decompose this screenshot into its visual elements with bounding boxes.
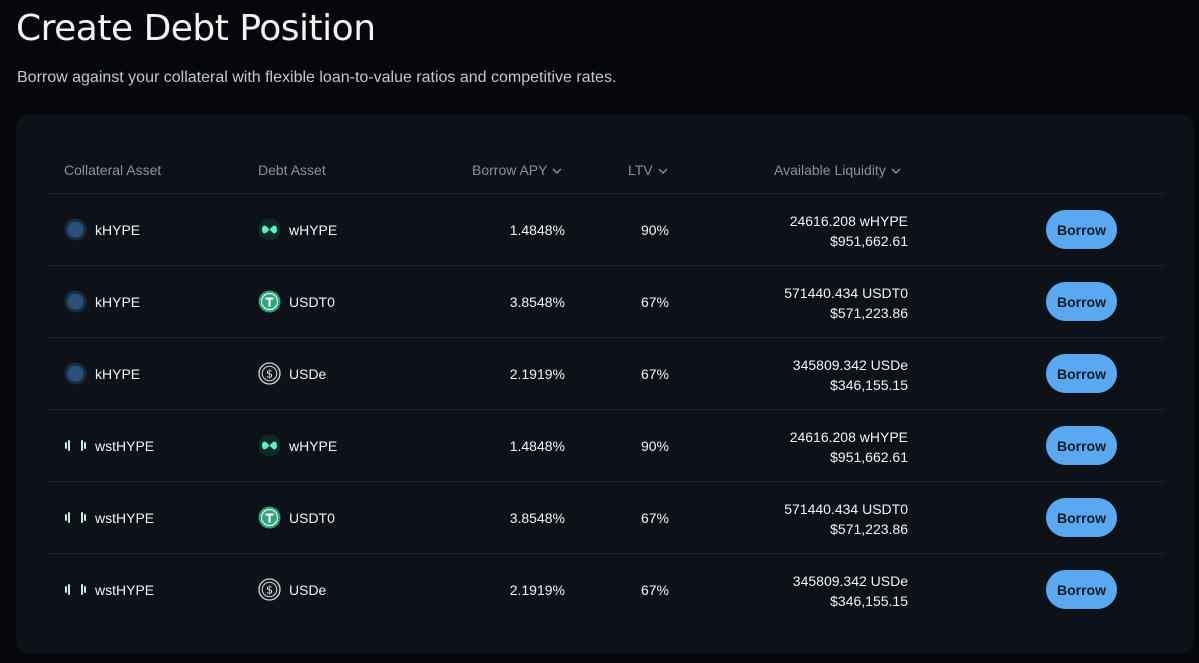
header-ltv-label: LTV: [628, 162, 653, 178]
borrow-apy-value: 3.8548%: [509, 510, 565, 526]
debt-asset-cell: wHYPE: [258, 218, 337, 241]
collateral-asset-name: wstHYPE: [95, 509, 155, 526]
table-row: wstHYPE $ USDe 2.1919% 67% 345809.342 US…: [48, 554, 1164, 625]
wsthype-icon: [64, 578, 87, 601]
borrow-button[interactable]: Borrow: [1046, 210, 1117, 249]
ltv-value: 67%: [640, 582, 669, 598]
collateral-asset-name: kHYPE: [95, 365, 141, 382]
borrow-button[interactable]: Borrow: [1046, 426, 1117, 465]
borrow-button[interactable]: Borrow: [1046, 282, 1117, 321]
header-debt-asset: Debt Asset: [258, 162, 326, 178]
collateral-asset-cell: wstHYPE: [64, 578, 154, 601]
debt-asset-cell: $ USDe: [258, 362, 326, 385]
borrow-apy-value: 1.4848%: [509, 222, 565, 238]
liquidity-usd: $571,223.86: [830, 305, 908, 321]
ltv-value: 67%: [640, 366, 669, 382]
header-collateral-asset: Collateral Asset: [64, 162, 162, 178]
positions-card: Collateral Asset Debt Asset Borrow APY L…: [16, 114, 1194, 654]
ltv-value: 90%: [640, 438, 669, 454]
liquidity-usd: $571,223.86: [830, 521, 908, 537]
header-ltv-sort[interactable]: LTV: [628, 162, 668, 178]
whype-icon: [258, 434, 281, 457]
liquidity-amount: 571440.434 USDT0: [784, 285, 908, 301]
whype-icon: [258, 218, 281, 241]
positions-table: Collateral Asset Debt Asset Borrow APY L…: [48, 149, 1164, 625]
ltv-value: 67%: [640, 294, 669, 310]
borrow-button[interactable]: Borrow: [1046, 570, 1117, 609]
header-available-liquidity-label: Available Liquidity: [774, 162, 886, 178]
page-subtitle: Borrow against your collateral with flex…: [17, 69, 617, 86]
usde-icon: $: [258, 362, 281, 385]
liquidity-amount: 345809.342 USDe: [792, 573, 908, 589]
collateral-asset-cell: kHYPE: [64, 290, 140, 313]
usdt0-icon: [258, 290, 281, 313]
usdt0-icon: [258, 506, 281, 529]
borrow-button[interactable]: Borrow: [1046, 498, 1117, 537]
table-row: kHYPE USDT0 3.8548% 67% 571440.434 USDT0…: [48, 266, 1164, 338]
table-row: wstHYPE wHYPE 1.4848% 90% 24616.208 wHYP…: [48, 410, 1164, 482]
chevron-down-icon: [552, 168, 562, 175]
khype-icon: [64, 290, 87, 313]
liquidity-usd: $951,662.61: [830, 449, 908, 465]
debt-asset-name: USDe: [289, 581, 327, 598]
liquidity-amount: 24616.208 wHYPE: [789, 429, 908, 445]
liquidity-amount: 345809.342 USDe: [792, 357, 908, 373]
svg-text:$: $: [266, 584, 273, 597]
collateral-asset-name: wstHYPE: [95, 437, 155, 454]
borrow-button[interactable]: Borrow: [1046, 354, 1117, 393]
chevron-down-icon: [891, 168, 901, 175]
liquidity-usd: $346,155.15: [830, 593, 908, 609]
borrow-apy-value: 2.1919%: [509, 582, 565, 598]
header-borrow-apy-sort[interactable]: Borrow APY: [472, 162, 562, 178]
usde-icon: $: [258, 578, 281, 601]
liquidity-usd: $346,155.15: [830, 377, 908, 393]
header-borrow-apy-label: Borrow APY: [472, 162, 548, 178]
debt-asset-name: wHYPE: [289, 221, 338, 238]
available-liquidity-cell: 571440.434 USDT0 $571,223.86: [784, 499, 908, 539]
debt-asset-cell: USDT0: [258, 290, 335, 313]
khype-icon: [64, 362, 87, 385]
borrow-apy-value: 1.4848%: [509, 438, 565, 454]
table-header: Collateral Asset Debt Asset Borrow APY L…: [48, 149, 1164, 194]
debt-asset-name: USDe: [289, 365, 327, 382]
liquidity-amount: 571440.434 USDT0: [784, 501, 908, 517]
wsthype-icon: [64, 506, 87, 529]
khype-icon: [64, 218, 87, 241]
borrow-apy-value: 3.8548%: [509, 294, 565, 310]
collateral-asset-name: wstHYPE: [95, 581, 155, 598]
collateral-asset-cell: wstHYPE: [64, 434, 154, 457]
collateral-asset-cell: wstHYPE: [64, 506, 154, 529]
table-body: kHYPE wHYPE 1.4848% 90% 24616.208 wHYPE …: [48, 194, 1164, 625]
debt-asset-cell: USDT0: [258, 506, 335, 529]
header-available-liquidity-sort[interactable]: Available Liquidity: [774, 162, 901, 178]
collateral-asset-cell: kHYPE: [64, 218, 140, 241]
liquidity-usd: $951,662.61: [830, 233, 908, 249]
available-liquidity-cell: 24616.208 wHYPE $951,662.61: [790, 427, 908, 467]
svg-text:$: $: [266, 368, 273, 381]
table-row: wstHYPE USDT0 3.8548% 67% 571440.434 USD…: [48, 482, 1164, 554]
available-liquidity-cell: 571440.434 USDT0 $571,223.86: [784, 283, 908, 323]
wsthype-icon: [64, 434, 87, 457]
debt-asset-cell: $ USDe: [258, 578, 326, 601]
table-row: kHYPE $ USDe 2.1919% 67% 345809.342 USDe…: [48, 338, 1164, 410]
debt-asset-name: wHYPE: [289, 437, 338, 454]
collateral-asset-name: kHYPE: [95, 293, 141, 310]
ltv-value: 67%: [640, 510, 669, 526]
collateral-asset-name: kHYPE: [95, 221, 141, 238]
liquidity-amount: 24616.208 wHYPE: [789, 213, 908, 229]
debt-asset-name: USDT0: [289, 293, 335, 310]
available-liquidity-cell: 345809.342 USDe $346,155.15: [793, 355, 908, 395]
borrow-apy-value: 2.1919%: [509, 366, 565, 382]
page-title: Create Debt Position: [16, 8, 376, 49]
debt-asset-cell: wHYPE: [258, 434, 337, 457]
table-row: kHYPE wHYPE 1.4848% 90% 24616.208 wHYPE …: [48, 194, 1164, 266]
collateral-asset-cell: kHYPE: [64, 362, 140, 385]
ltv-value: 90%: [640, 222, 669, 238]
available-liquidity-cell: 24616.208 wHYPE $951,662.61: [790, 211, 908, 251]
available-liquidity-cell: 345809.342 USDe $346,155.15: [793, 571, 908, 611]
debt-asset-name: USDT0: [289, 509, 335, 526]
chevron-down-icon: [658, 168, 668, 175]
